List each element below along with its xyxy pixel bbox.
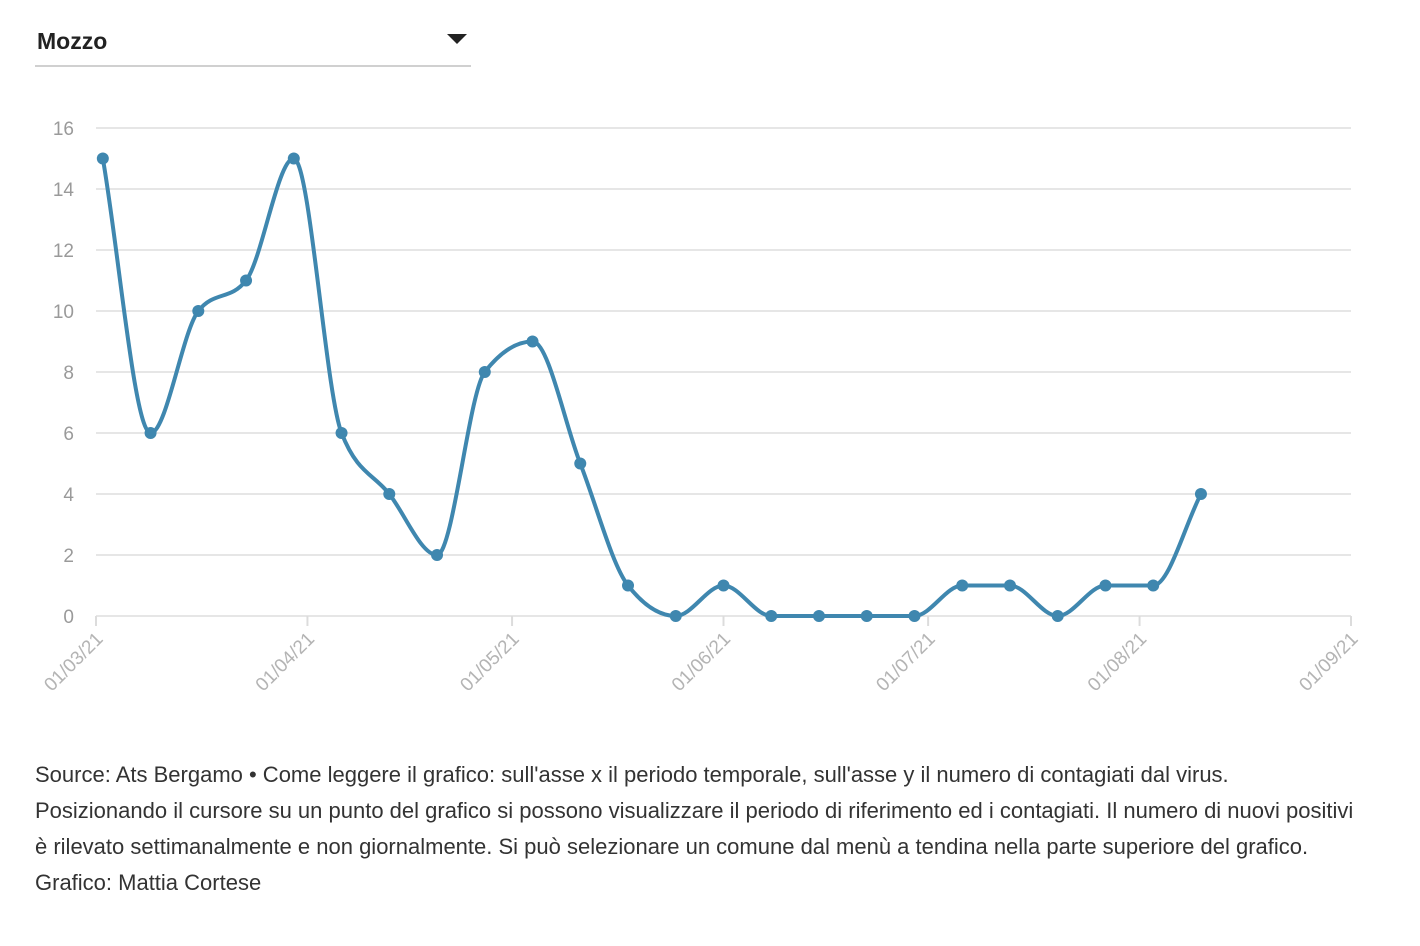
series-line — [100, 156, 1203, 618]
data-point[interactable] — [622, 579, 635, 592]
chart-caption: Source: Ats Bergamo • Come leggere il gr… — [35, 757, 1355, 901]
data-point[interactable] — [1003, 579, 1016, 592]
data-point[interactable] — [765, 610, 778, 622]
data-point[interactable] — [860, 610, 873, 622]
y-tick-label: 2 — [63, 546, 74, 567]
data-point[interactable] — [192, 305, 205, 317]
data-point[interactable] — [574, 457, 587, 470]
data-point[interactable] — [240, 274, 253, 287]
x-tick-label: 01/05/21 — [456, 629, 523, 696]
data-point[interactable] — [431, 549, 444, 561]
data-point[interactable] — [717, 579, 730, 592]
caption-credit: Grafico: Mattia Cortese — [35, 870, 262, 895]
y-tick-label: 6 — [63, 424, 74, 445]
x-tick-label: 01/06/21 — [668, 629, 735, 696]
data-point[interactable] — [287, 152, 300, 165]
data-point[interactable] — [908, 610, 921, 622]
data-point[interactable] — [96, 152, 109, 165]
data-point[interactable] — [383, 488, 396, 500]
y-tick-label: 14 — [53, 180, 75, 201]
x-tick-label: 01/07/21 — [873, 629, 940, 696]
data-point[interactable] — [1147, 579, 1160, 592]
data-point[interactable] — [526, 335, 539, 348]
x-tick-label: 01/08/21 — [1084, 629, 1151, 696]
y-tick-label: 8 — [63, 363, 74, 384]
x-tick-label: 01/09/21 — [1295, 629, 1362, 696]
y-tick-label: 12 — [53, 241, 74, 262]
data-point[interactable] — [1194, 488, 1207, 500]
dropdown-selected-value: Mozzo — [37, 28, 108, 54]
data-point[interactable] — [1099, 579, 1112, 592]
y-tick-label: 0 — [63, 607, 74, 628]
data-point[interactable] — [1051, 610, 1064, 622]
y-tick-label: 16 — [53, 119, 74, 140]
line-chart: 0 2 4 6 8 10 12 14 16 01/03/21 01/04/21 01/05/21 01/… — [40, 119, 1362, 696]
data-point[interactable] — [335, 427, 348, 439]
x-tick-label: 01/04/21 — [252, 629, 319, 696]
data-point[interactable] — [478, 366, 491, 378]
municipality-dropdown[interactable]: Mozzo — [35, 22, 471, 67]
data-point[interactable] — [669, 610, 682, 622]
y-tick-label: 10 — [53, 302, 74, 323]
data-point[interactable] — [144, 427, 157, 439]
caption-text: Source: Ats Bergamo • Come leggere il gr… — [35, 762, 1354, 859]
y-tick-label: 4 — [63, 485, 74, 506]
x-tick-label: 01/03/21 — [40, 629, 107, 696]
data-point[interactable] — [812, 610, 825, 622]
data-point[interactable] — [956, 579, 969, 592]
chevron-down-icon[interactable] — [447, 34, 467, 44]
